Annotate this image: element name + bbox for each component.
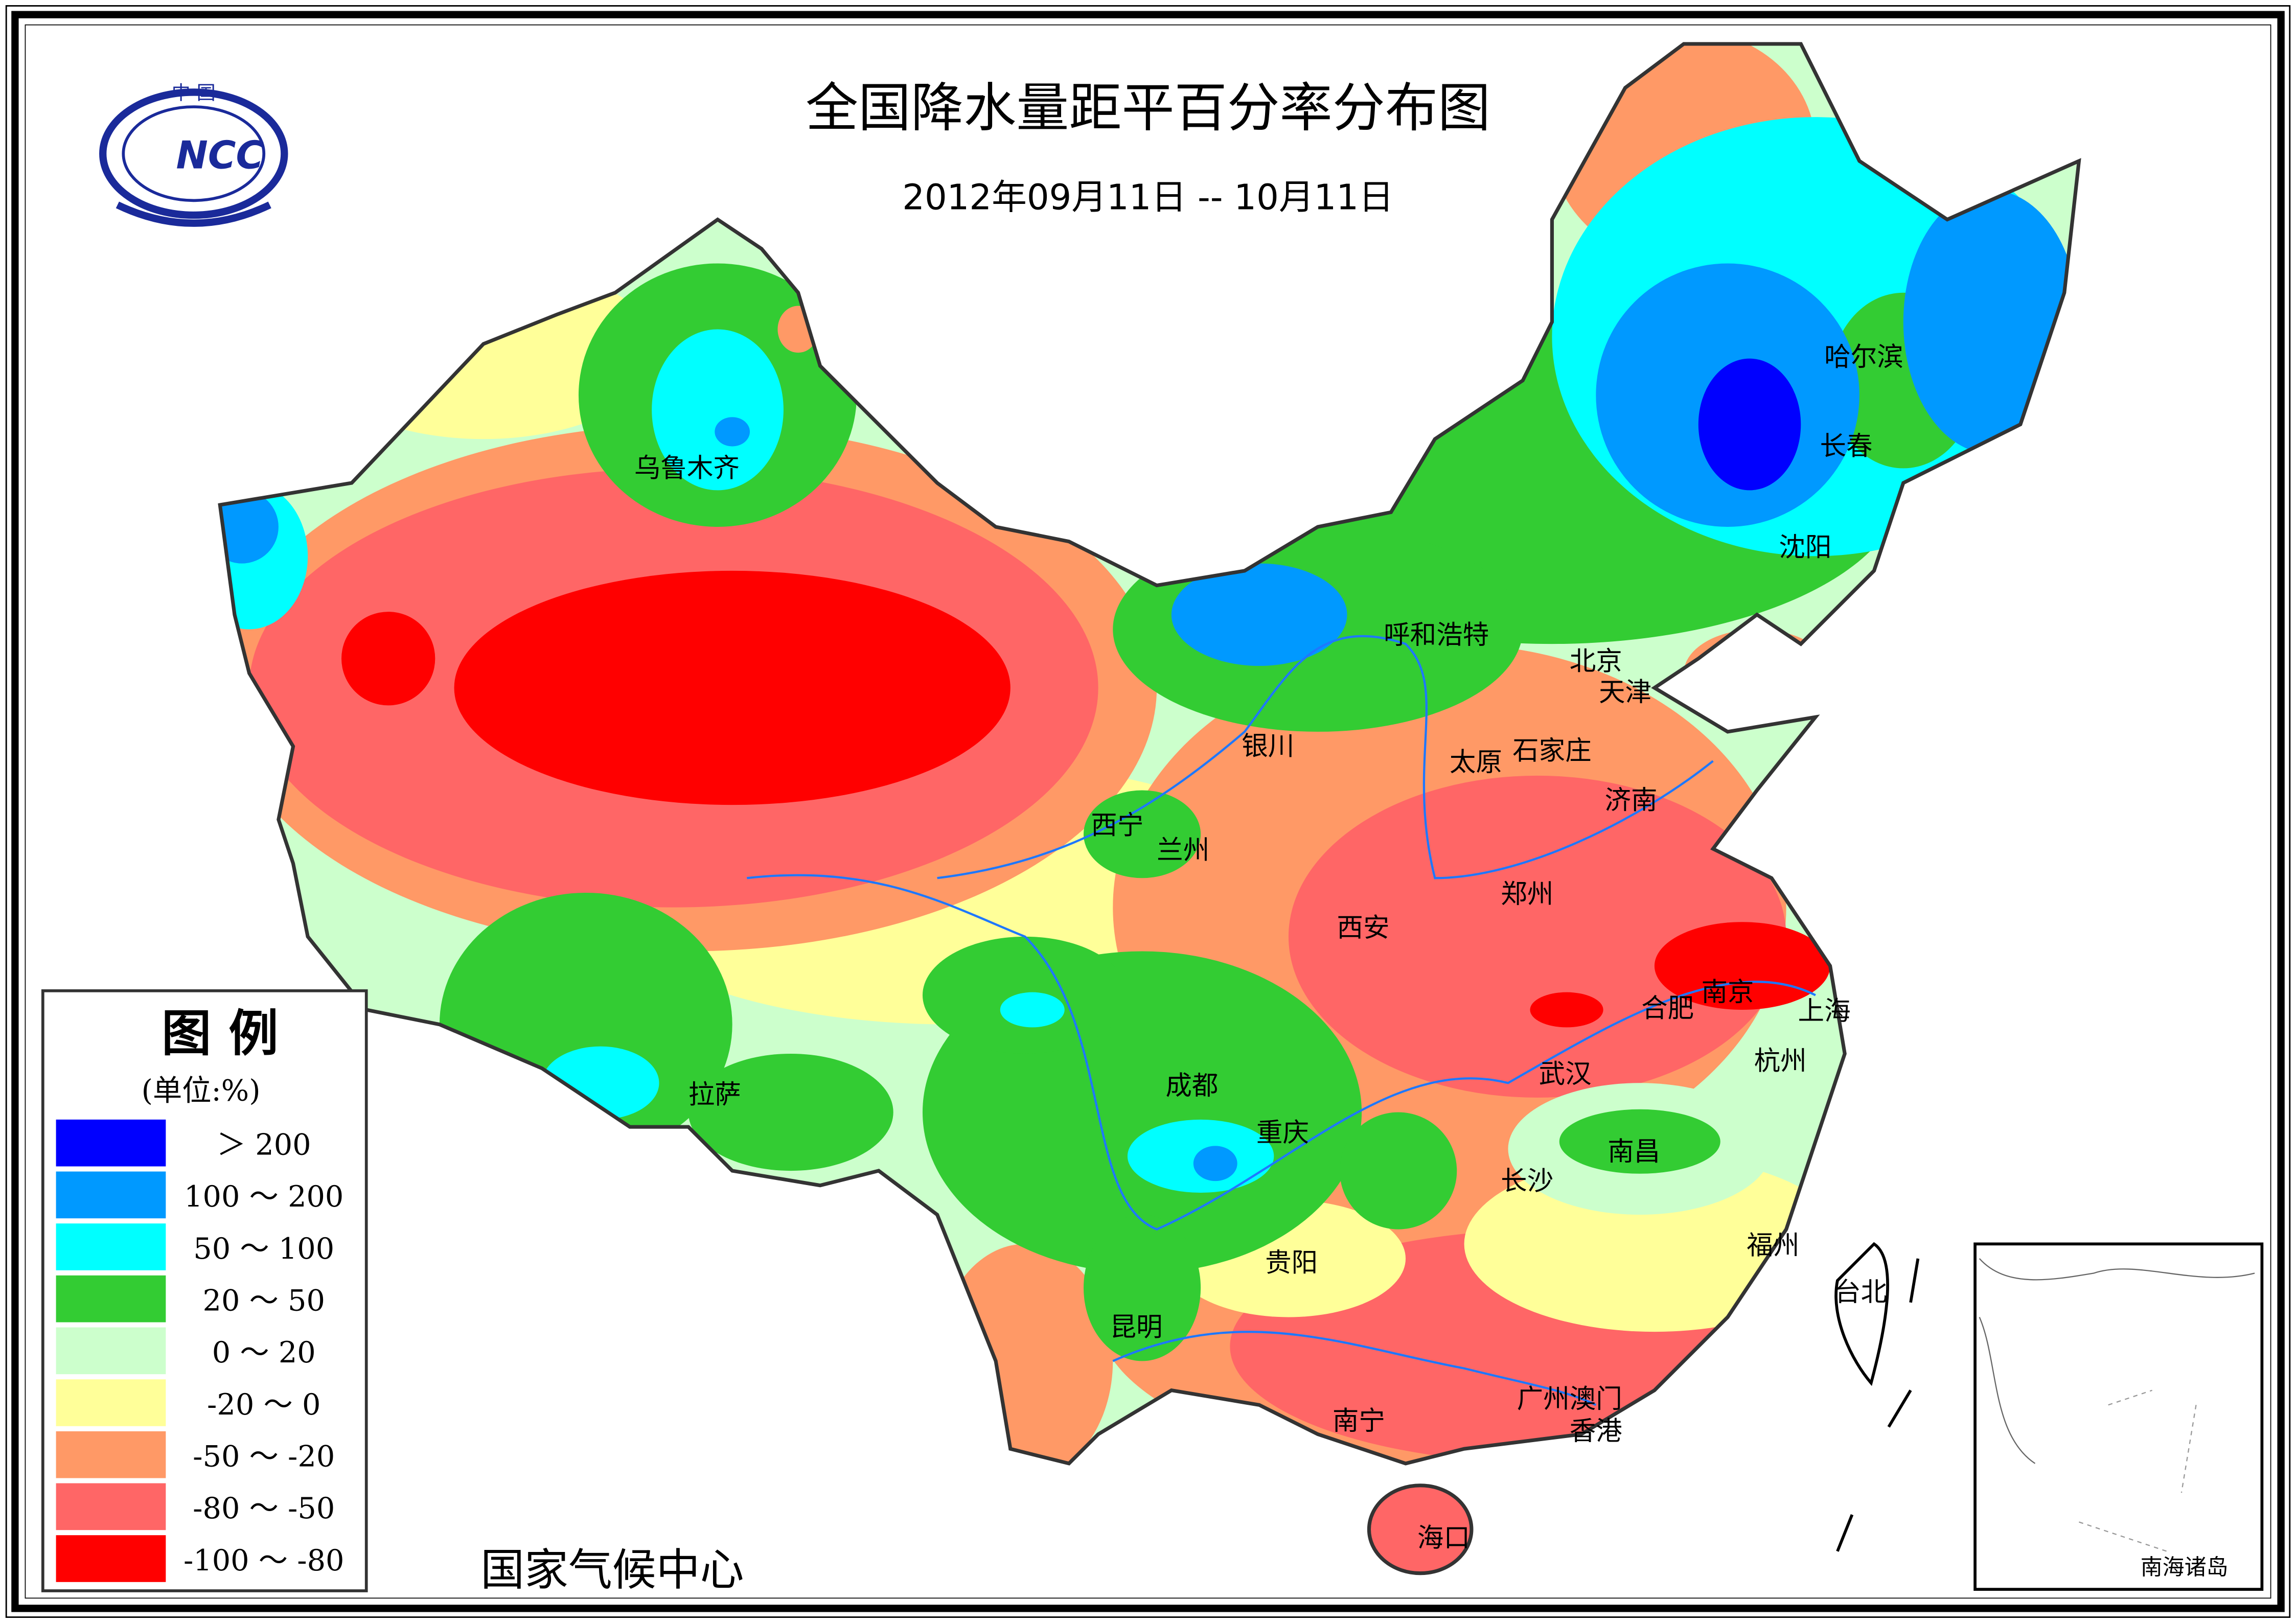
legend-swatch bbox=[56, 1535, 166, 1582]
south-china-sea-inset: 南海诸岛 bbox=[1973, 1242, 2264, 1591]
city-label: 合肥 bbox=[1641, 993, 1694, 1024]
city-label: 武汉 bbox=[1539, 1059, 1592, 1089]
city-label: 北京 bbox=[1570, 646, 1622, 677]
inner-frame bbox=[11, 11, 2285, 1612]
legend-swatch bbox=[56, 1223, 166, 1270]
city-label: 南宁 bbox=[1333, 1406, 1385, 1436]
city-label: 乌鲁木齐 bbox=[634, 453, 740, 484]
city-label: 杭州 bbox=[1754, 1046, 1807, 1076]
legend-label: 100 ～ 200 bbox=[184, 1179, 343, 1214]
legend-label: -50 ～ -20 bbox=[193, 1440, 335, 1474]
city-label: 沈阳 bbox=[1779, 532, 1831, 563]
legend-swatch bbox=[56, 1327, 166, 1375]
city-label: 拉萨 bbox=[688, 1079, 741, 1110]
legend-swatch bbox=[56, 1275, 166, 1323]
legend-swatch bbox=[56, 1431, 166, 1478]
city-label: 广州 bbox=[1517, 1384, 1570, 1415]
legend-label: 0 ～ 20 bbox=[212, 1335, 316, 1370]
city-label: 福州 bbox=[1747, 1230, 1799, 1261]
city-label: 西安 bbox=[1337, 913, 1389, 943]
ncc-logo: 中 国 NCC bbox=[99, 82, 288, 227]
city-label: 天津 bbox=[1599, 677, 1651, 708]
legend-label: -20 ～ 0 bbox=[207, 1387, 320, 1422]
legend-swatch bbox=[56, 1171, 166, 1219]
legend-swatch bbox=[56, 1483, 166, 1531]
city-label: 台北 bbox=[1834, 1277, 1887, 1308]
city-label: 昆明 bbox=[1110, 1312, 1163, 1343]
city-label: 香港 bbox=[1570, 1416, 1622, 1447]
map-title: 全国降水量距平百分率分布图 bbox=[806, 77, 1490, 138]
legend-swatch bbox=[56, 1119, 166, 1167]
legend-unit: (单位:%) bbox=[142, 1074, 261, 1108]
city-label: 兰州 bbox=[1157, 835, 1209, 866]
legend-swatch bbox=[56, 1379, 166, 1426]
city-label: 海口 bbox=[1417, 1523, 1470, 1554]
city-label: 贵阳 bbox=[1265, 1248, 1318, 1279]
agency-name: 国家气候中心 bbox=[480, 1545, 744, 1596]
pearl-river bbox=[1112, 1331, 1597, 1406]
svg-text:NCC: NCC bbox=[176, 133, 264, 177]
city-label: 太原 bbox=[1450, 747, 1502, 778]
legend-label: 50 ～ 100 bbox=[193, 1232, 334, 1266]
legend-label: -80 ～ -50 bbox=[193, 1491, 335, 1525]
legend-label: ＞ 200 bbox=[217, 1128, 311, 1162]
taiwan-island bbox=[1834, 1242, 1889, 1386]
inset-label: 南海诸岛 bbox=[2141, 1555, 2229, 1580]
city-label: 长沙 bbox=[1501, 1166, 1553, 1196]
city-label: 西宁 bbox=[1091, 810, 1143, 841]
yangtze-river bbox=[747, 874, 1816, 1231]
legend-label: 20 ～ 50 bbox=[203, 1284, 325, 1318]
city-label: 济南 bbox=[1605, 785, 1658, 816]
city-label: 呼和浩特 bbox=[1384, 620, 1489, 651]
date-range: 2012年09月11日 -- 10月11日 bbox=[902, 177, 1394, 218]
city-label: 石家庄 bbox=[1512, 735, 1592, 766]
city-label: 南京 bbox=[1702, 977, 1754, 1008]
city-label: 上海 bbox=[1798, 996, 1851, 1027]
city-label: 南昌 bbox=[1608, 1137, 1660, 1167]
city-label: 银川 bbox=[1242, 731, 1294, 762]
legend-label: -100 ～ -80 bbox=[183, 1543, 345, 1578]
city-label: 重庆 bbox=[1256, 1118, 1309, 1148]
legend-title: 图 例 bbox=[162, 1005, 279, 1062]
legend: 图 例 (单位:%) ＞ 200 100 ～ 200 50 ～ 100 20 ～ 50… bbox=[41, 989, 368, 1592]
city-label: 长春 bbox=[1820, 431, 1873, 462]
outer-frame bbox=[5, 5, 2291, 1618]
city-labels: 乌鲁木齐 哈尔滨 长春 沈阳 呼和浩特 北京 天津 银川 太原 石家庄 济南 西… bbox=[634, 342, 1903, 1554]
city-label: 成都 bbox=[1165, 1071, 1218, 1101]
city-label: 哈尔滨 bbox=[1824, 342, 1903, 373]
city-label: 澳门 bbox=[1570, 1384, 1622, 1415]
city-label: 郑州 bbox=[1501, 879, 1553, 910]
yellow-river bbox=[937, 635, 1714, 879]
svg-text:中 国: 中 国 bbox=[172, 82, 216, 104]
